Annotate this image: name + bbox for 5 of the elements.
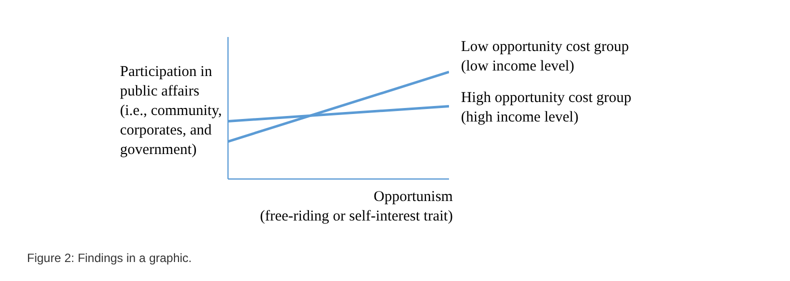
series-label: Low opportunity cost group (low income level) [461, 39, 629, 74]
y-axis-title: Participation in public affairs (i.e., community, corporates, and government) [120, 64, 222, 158]
series-label: High opportunity cost group (high income level) [461, 90, 632, 126]
x-axis-title: Opportunism (free-riding or self-interest trait) [260, 189, 454, 224]
caption: Figure 2: Findings in a graphic. [27, 251, 192, 265]
